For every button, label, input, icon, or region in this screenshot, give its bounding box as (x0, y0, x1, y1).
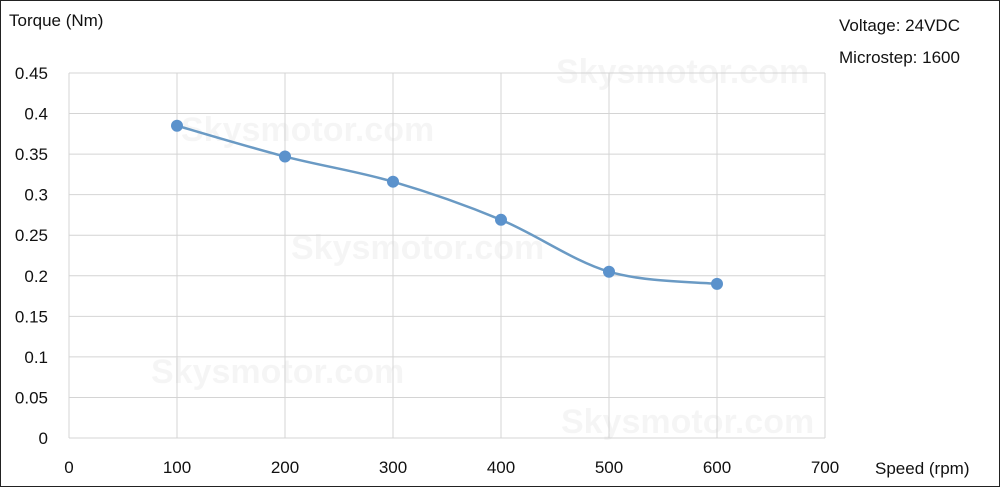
data-point (171, 119, 183, 132)
y-tick-label: 0.45 (15, 64, 48, 83)
x-axis-title: Speed (rpm) (875, 459, 969, 478)
y-tick-label: 0.35 (15, 145, 48, 164)
x-tick-label: 0 (64, 458, 73, 477)
watermark-text: Skysmotor.com (181, 111, 434, 149)
y-tick-label: 0.25 (15, 226, 48, 245)
series-line (176, 124, 718, 286)
x-tick-label: 300 (379, 458, 407, 477)
data-point (711, 277, 723, 290)
voltage-annotation: Voltage: 24VDC (839, 16, 960, 35)
watermark-text: Skysmotor.com (151, 353, 404, 391)
y-tick-label: 0.05 (15, 388, 48, 407)
grid-lines (68, 72, 826, 439)
x-axis-ticks: 0 100 200 300 400 500 600 700 (64, 458, 839, 477)
y-tick-label: 0 (39, 429, 48, 448)
watermark-layer: Skysmotor.com Skysmotor.com Skysmotor.com S… (151, 53, 814, 441)
y-axis-title: Torque (Nm) (9, 11, 103, 30)
y-axis-ticks: 0 0.05 0.1 0.15 0.2 0.25 0.3 0.35 0.4 0.45 (15, 64, 48, 448)
x-tick-label: 600 (703, 458, 731, 477)
microstep-annotation: Microstep: 1600 (839, 48, 960, 67)
x-tick-label: 400 (487, 458, 515, 477)
y-tick-label: 0.4 (24, 105, 48, 124)
watermark-text: Skysmotor.com (291, 229, 544, 267)
data-point (387, 175, 399, 188)
data-point (603, 265, 615, 278)
series-layer (171, 119, 723, 290)
y-tick-label: 0.1 (24, 348, 48, 367)
x-tick-label: 500 (595, 458, 623, 477)
x-tick-label: 700 (811, 458, 839, 477)
y-tick-label: 0.3 (24, 186, 48, 205)
y-tick-label: 0.2 (24, 267, 48, 286)
y-tick-label: 0.15 (15, 307, 48, 326)
x-tick-label: 200 (271, 458, 299, 477)
x-tick-label: 100 (163, 458, 191, 477)
watermark-text: Skysmotor.com (556, 53, 809, 91)
data-point (279, 150, 291, 163)
watermark-text: Skysmotor.com (561, 403, 814, 441)
data-point (495, 213, 507, 226)
